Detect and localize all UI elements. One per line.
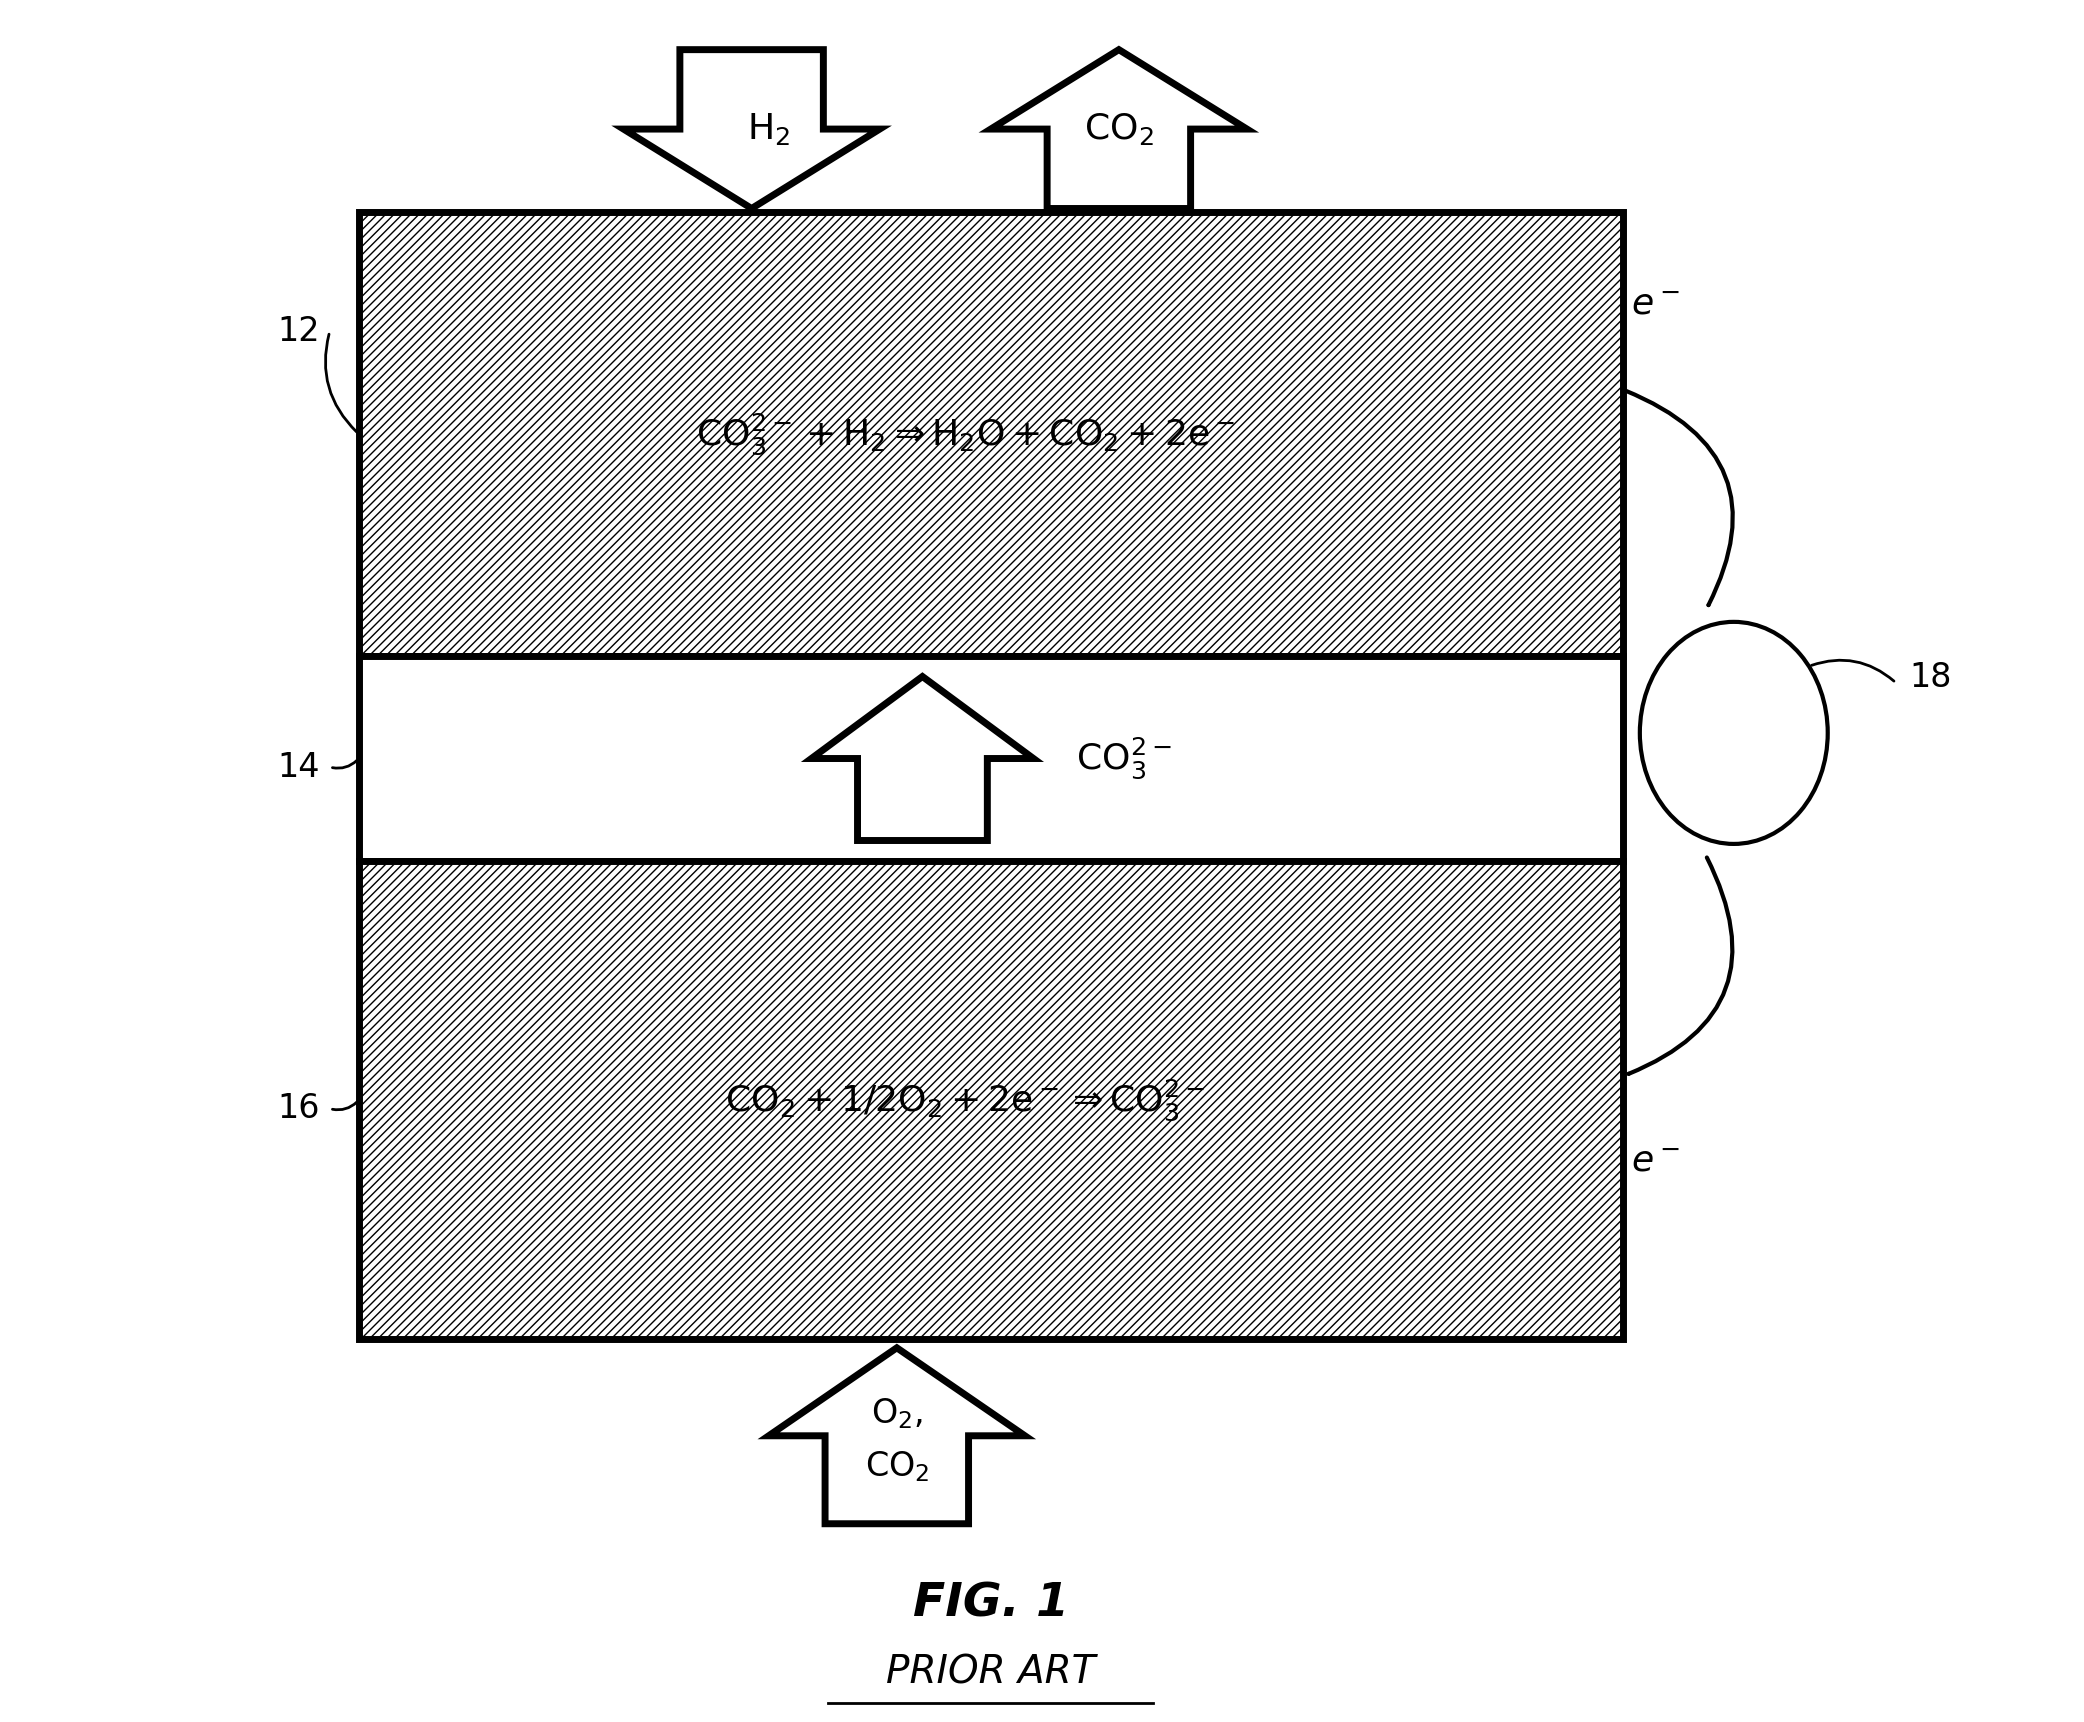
Text: $e^-$: $e^-$: [1632, 1145, 1680, 1178]
Bar: [358, 656, 1623, 861]
Text: FIG. 1: FIG. 1: [913, 1581, 1069, 1627]
Text: $\mathregular{O_2,}$: $\mathregular{O_2,}$: [871, 1397, 923, 1431]
FancyArrowPatch shape: [1626, 391, 1732, 604]
Text: $\mathregular{CO_3^{2-}+H_2}$$\Rightarrow$$\mathregular{H_2O+CO_2+2e^-}$: $\mathregular{CO_3^{2-}+H_2}$$\Rightarro…: [696, 412, 1236, 456]
Bar: [358, 212, 1623, 656]
Polygon shape: [990, 50, 1246, 208]
Text: $\mathregular{CO_3^{2-}}$: $\mathregular{CO_3^{2-}}$: [1075, 735, 1171, 782]
Text: 12: 12: [277, 315, 321, 348]
Text: 18: 18: [1909, 661, 1953, 694]
Text: PRIOR ART: PRIOR ART: [886, 1653, 1096, 1691]
Text: 14: 14: [277, 751, 321, 784]
Text: $\mathregular{CO_2}$: $\mathregular{CO_2}$: [865, 1450, 929, 1484]
Text: $\mathregular{CO_2+1/2O_2+2e^-}$$\Rightarrow$$\mathregular{CO_3^{2-}}$: $\mathregular{CO_2+1/2O_2+2e^-}$$\Righta…: [725, 1078, 1205, 1123]
Polygon shape: [769, 1348, 1025, 1524]
FancyArrowPatch shape: [1628, 858, 1732, 1075]
Text: $\mathregular{H_2}$: $\mathregular{H_2}$: [748, 112, 790, 146]
Bar: [358, 861, 1623, 1340]
Text: 16: 16: [277, 1092, 321, 1124]
Text: $e^-$: $e^-$: [1632, 288, 1680, 322]
Text: $\mathregular{CO_2}$: $\mathregular{CO_2}$: [1084, 112, 1155, 146]
Ellipse shape: [1640, 622, 1828, 844]
FancyArrowPatch shape: [1811, 660, 1894, 682]
Polygon shape: [811, 677, 1034, 840]
Polygon shape: [623, 50, 879, 208]
